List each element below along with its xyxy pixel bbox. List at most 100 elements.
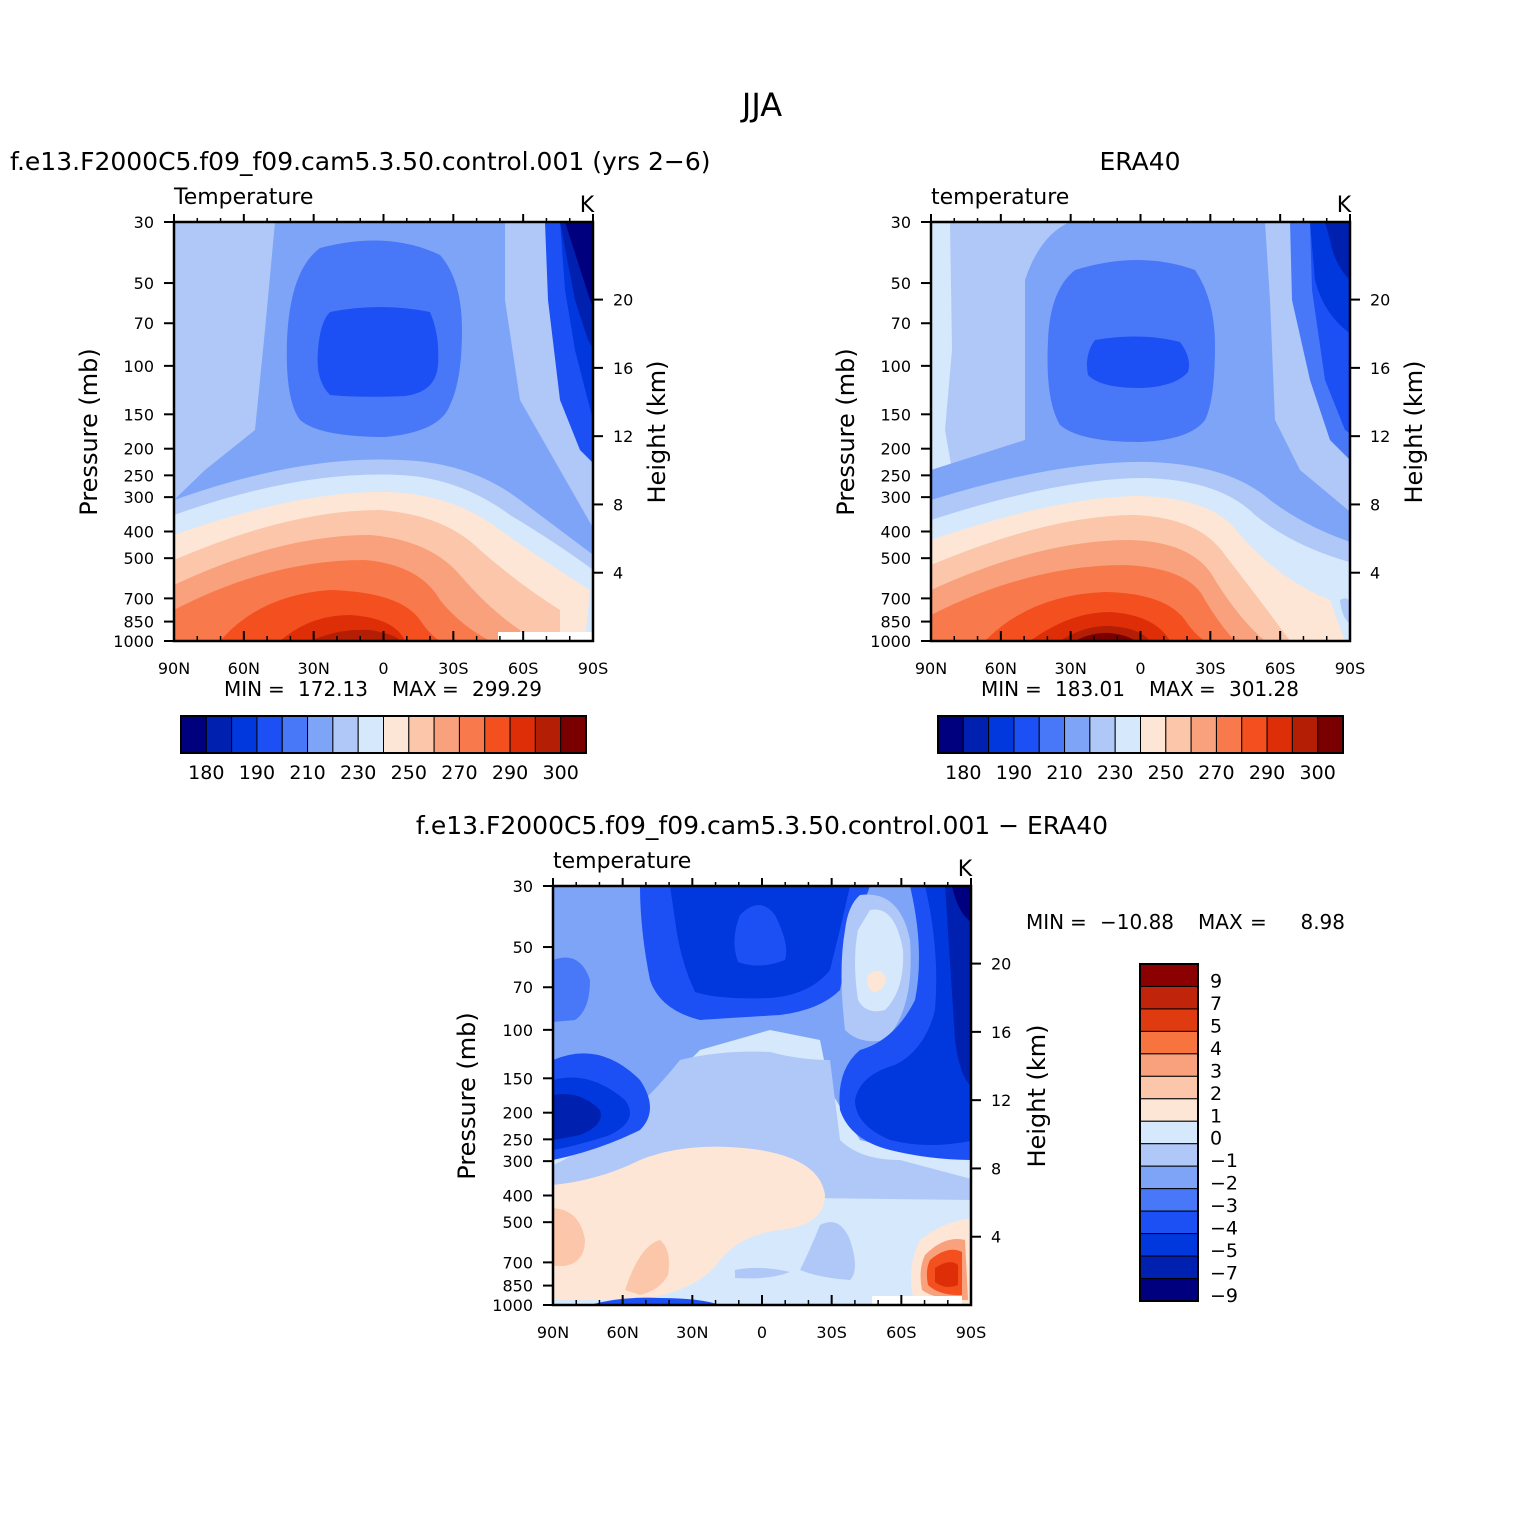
band-190 <box>1086 336 1189 388</box>
min-value: −10.88 <box>1100 910 1174 934</box>
colorbar-swatch <box>1114 715 1141 754</box>
x-tick-label: 60N <box>607 1323 639 1342</box>
y-tick-label: 500 <box>502 1213 533 1232</box>
axis-ticks: 90N 60N 30N 0 30S 60S 90S 30 50 70 100 150 200 250 300… <box>870 213 1390 678</box>
y2-tick-label: 8 <box>991 1159 1001 1178</box>
colorbar-label: 290 <box>492 762 528 784</box>
colorbar-swatch <box>1139 1165 1199 1190</box>
colorbar-swatch <box>560 715 587 754</box>
band-230-lowright <box>1340 598 1350 624</box>
y-tick-label: 150 <box>123 405 154 424</box>
colorbar-label: −7 <box>1210 1263 1238 1285</box>
y2-axis-label: Height (km) <box>643 361 671 504</box>
x-tick-label: 90N <box>915 659 947 678</box>
y-tick-label: 250 <box>123 466 154 485</box>
colorbar-label: −4 <box>1210 1218 1238 1240</box>
contour-field <box>553 886 971 1305</box>
y-tick-label: 700 <box>123 589 154 608</box>
missing-data <box>872 1296 962 1305</box>
colorbar-label: 4 <box>1210 1038 1222 1060</box>
colorbar-swatch <box>1139 1233 1199 1257</box>
y2-tick-label: 12 <box>991 1091 1011 1110</box>
colorbar-frame <box>1139 963 1199 1302</box>
y-tick-label: 850 <box>123 613 154 632</box>
y-tick-label: 70 <box>513 978 533 997</box>
colorbar-swatch <box>937 715 964 754</box>
colorbar-label: −1 <box>1210 1150 1238 1172</box>
band-190 <box>317 307 439 397</box>
variable-label: temperature <box>553 849 691 874</box>
y-tick-label: 400 <box>880 523 911 542</box>
min-label: MIN <box>1026 910 1064 934</box>
y-tick-label: 850 <box>880 613 911 632</box>
colorbar-label: 300 <box>543 762 579 784</box>
x-tick-label: 0 <box>378 659 388 678</box>
x-tick-label: 90S <box>578 659 609 678</box>
units-label: K <box>958 857 973 882</box>
band-m2-low <box>800 1222 855 1280</box>
colorbar-label: 1 <box>1210 1105 1222 1127</box>
max-value: 301.28 <box>1229 677 1299 701</box>
colorbar-label: 290 <box>1249 762 1285 784</box>
y-tick-label: 50 <box>891 274 911 293</box>
y2-tick-label: 8 <box>1370 495 1380 514</box>
panel-title: ERA40 <box>1099 147 1180 176</box>
colorbar-swatch <box>1140 715 1167 754</box>
colorbar-swatch <box>256 715 283 754</box>
y2-tick-label: 16 <box>613 359 633 378</box>
colorbar-swatch <box>180 715 207 754</box>
y2-tick-label: 8 <box>613 495 623 514</box>
colorbar-swatch <box>1038 715 1066 754</box>
svg-text:=: = <box>1250 910 1267 934</box>
colorbar-label: −5 <box>1210 1240 1238 1262</box>
y2-axis-label: Height (km) <box>1023 1025 1051 1168</box>
colorbar-label: 250 <box>391 762 427 784</box>
colorbar-swatch <box>1013 715 1040 754</box>
colorbar-label: 230 <box>1097 762 1133 784</box>
band-305 <box>1075 632 1135 641</box>
y-tick-label: 850 <box>502 1277 533 1296</box>
colorbar-label: 270 <box>441 762 477 784</box>
axis-ticks: 90N 60N 30N 0 30S 60S 90S 30 50 70 100 150 200 250 300… <box>113 213 633 678</box>
colorbar-swatch <box>1266 715 1293 754</box>
panel-model: f.e13.F2000C5.f09_f09.cam5.3.50.control.… <box>10 147 711 784</box>
colorbar-swatch <box>1139 1120 1199 1145</box>
stats-line: MIN = 172.13 MAX = 299.29 <box>224 677 542 701</box>
colorbar-label: 180 <box>188 762 224 784</box>
x-tick-label: 90N <box>158 659 190 678</box>
colorbar-swatch <box>534 715 562 754</box>
contour-field <box>174 222 593 641</box>
band-m3-left <box>553 957 590 1022</box>
y-tick-label: 500 <box>880 549 911 568</box>
y-tick-label: 200 <box>502 1104 533 1123</box>
colorbar-label: 7 <box>1210 993 1222 1015</box>
max-value: 299.29 <box>472 677 542 701</box>
colorbar: 180 190 210 230 250 270 290 300 <box>937 715 1344 784</box>
colorbar-frame <box>937 715 1344 754</box>
y-tick-label: 150 <box>880 405 911 424</box>
figure-title: JJA <box>740 86 782 124</box>
y-tick-label: 30 <box>513 877 533 896</box>
y2-tick-label: 16 <box>1370 359 1390 378</box>
y2-tick-label: 16 <box>991 1023 1011 1042</box>
band-m2-strip <box>735 1267 790 1279</box>
y2-tick-label: 20 <box>1370 291 1390 310</box>
colorbar-label: 180 <box>945 762 981 784</box>
colorbar-label: 190 <box>996 762 1032 784</box>
colorbar-label: 250 <box>1148 762 1184 784</box>
band-m9-corner <box>952 886 971 923</box>
panel-title: f.e13.F2000C5.f09_f09.cam5.3.50.control.… <box>416 811 1108 840</box>
colorbar-swatch <box>1215 715 1243 754</box>
colorbar-swatch <box>205 715 233 754</box>
y2-tick-label: 4 <box>613 564 623 583</box>
y-tick-label: 300 <box>880 488 911 507</box>
y2-tick-label: 20 <box>991 955 1011 974</box>
y-axis-label: Pressure (mb) <box>75 348 103 515</box>
x-tick-label: 30N <box>1055 659 1087 678</box>
colorbar-swatch <box>962 715 990 754</box>
colorbar-label: 2 <box>1210 1083 1222 1105</box>
y-tick-label: 1000 <box>492 1296 533 1315</box>
x-tick-label: 30S <box>816 1323 847 1342</box>
colorbar-label: 0 <box>1210 1128 1222 1150</box>
y-axis-label: Pressure (mb) <box>453 1012 481 1179</box>
